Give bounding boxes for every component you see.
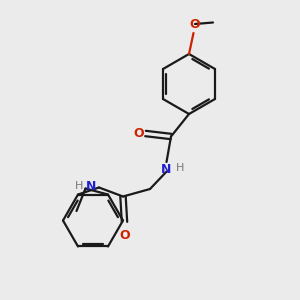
Text: O: O [134, 127, 144, 140]
Text: H: H [75, 181, 84, 191]
Text: O: O [119, 229, 130, 242]
Text: N: N [86, 179, 97, 193]
Text: O: O [190, 19, 200, 32]
Text: N: N [161, 164, 172, 176]
Text: H: H [176, 164, 184, 173]
